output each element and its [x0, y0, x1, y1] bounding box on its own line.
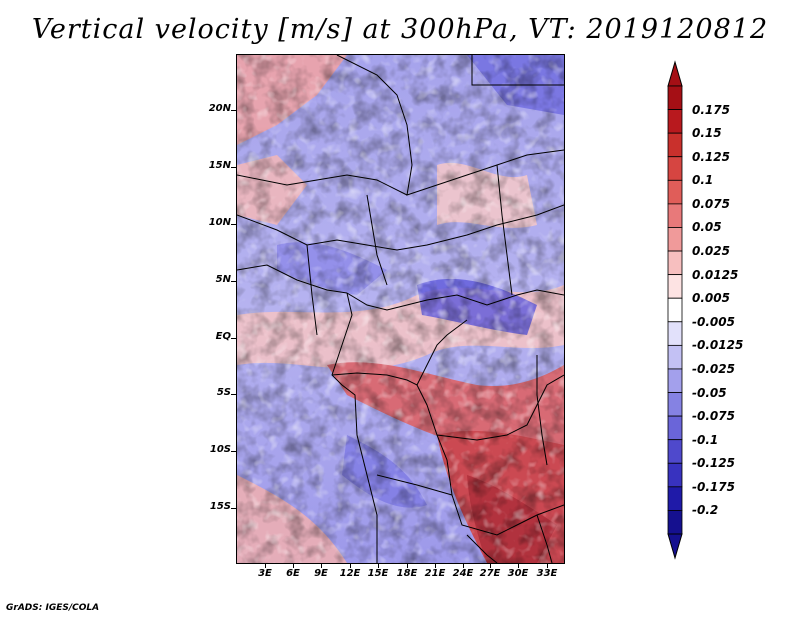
lon-tick — [463, 563, 464, 568]
colorbar-label: 0.005 — [692, 291, 730, 306]
colorbar-label: 0.1 — [692, 173, 714, 188]
lat-tick — [231, 451, 236, 452]
colorbar-label: 0.125 — [692, 149, 730, 164]
colorbar-label: -0.05 — [692, 385, 727, 400]
lon-tick — [265, 563, 266, 568]
lon-label-21e: 21E — [424, 568, 446, 579]
lat-tick — [231, 110, 236, 111]
colorbar-label: 0.0125 — [692, 267, 739, 282]
lon-label-30e: 30E — [507, 568, 529, 579]
colorbar-max-arrow — [667, 60, 683, 87]
lat-tick — [231, 508, 236, 509]
lat-tick — [231, 224, 236, 225]
lat-label-5n: 5N — [215, 274, 231, 285]
lat-tick — [231, 167, 236, 168]
colorbar-segment — [667, 510, 683, 535]
lon-label-15e: 15E — [367, 568, 389, 579]
lon-tick — [407, 563, 408, 568]
lon-label-33e: 33E — [536, 568, 558, 579]
colorbar-label: 0.175 — [692, 102, 730, 117]
lon-label-12e: 12E — [339, 568, 361, 579]
lon-tick — [490, 563, 491, 568]
colorbar-segment — [667, 462, 683, 488]
lat-label-10n: 10N — [208, 217, 231, 228]
lon-label-18e: 18E — [396, 568, 418, 579]
lon-tick — [350, 563, 351, 568]
lon-label-9e: 9E — [314, 568, 328, 579]
colorbar-segment — [667, 439, 683, 464]
colorbar-label: -0.175 — [692, 479, 735, 494]
colorbar-label: -0.005 — [692, 314, 735, 329]
lon-label-27e: 27E — [479, 568, 501, 579]
colorbar — [667, 60, 683, 560]
vertical-velocity-field — [237, 55, 564, 563]
colorbar-label: -0.075 — [692, 409, 735, 424]
colorbar-segment — [667, 344, 683, 370]
colorbar-segment — [667, 368, 683, 393]
colorbar-label: -0.125 — [692, 456, 735, 471]
colorbar-label: 0.05 — [692, 220, 722, 235]
colorbar-segment — [667, 274, 683, 299]
colorbar-segment — [667, 203, 683, 228]
colorbar-segment — [667, 85, 683, 110]
colorbar-segment — [667, 321, 683, 346]
lat-label-15s: 15S — [209, 501, 231, 512]
lat-tick — [231, 338, 236, 339]
colorbar-segment — [667, 486, 683, 511]
colorbar-label: 0.15 — [692, 126, 722, 141]
lon-tick — [321, 563, 322, 568]
map-panel — [236, 54, 565, 564]
colorbar-label: -0.025 — [692, 361, 735, 376]
lat-label-5s: 5S — [216, 387, 231, 398]
colorbar-segment — [667, 392, 683, 417]
lat-tick — [231, 394, 236, 395]
lat-label-15n: 15N — [208, 160, 231, 171]
lon-label-24e: 24E — [452, 568, 474, 579]
colorbar-label: 0.075 — [692, 196, 730, 211]
colorbar-segment — [667, 227, 683, 252]
colorbar-label: -0.2 — [692, 503, 719, 518]
lon-tick — [378, 563, 379, 568]
lat-tick — [231, 281, 236, 282]
colorbar-segment — [667, 415, 683, 441]
colorbar-segment — [667, 109, 683, 134]
chart-title: Vertical velocity [m/s] at 300hPa, VT: 2… — [31, 14, 769, 45]
grads-credit: GrADS: IGES/COLA — [6, 603, 100, 613]
lon-tick — [435, 563, 436, 568]
colorbar-label: 0.025 — [692, 244, 730, 259]
colorbar-segment — [667, 156, 683, 181]
lon-tick — [547, 563, 548, 568]
colorbar-segment — [667, 179, 683, 205]
colorbar-label: -0.0125 — [692, 338, 744, 353]
colorbar-segment — [667, 297, 683, 323]
lat-label-20n: 20N — [208, 103, 231, 114]
colorbar-min-arrow — [667, 533, 683, 560]
lat-label-eq: EQ — [215, 331, 231, 342]
lat-label-10s: 10S — [209, 444, 231, 455]
lon-tick — [293, 563, 294, 568]
lon-tick — [518, 563, 519, 568]
lon-label-6e: 6E — [286, 568, 300, 579]
lon-label-3e: 3E — [258, 568, 272, 579]
colorbar-segment — [667, 132, 683, 158]
colorbar-label: -0.1 — [692, 432, 719, 447]
colorbar-segment — [667, 250, 683, 276]
